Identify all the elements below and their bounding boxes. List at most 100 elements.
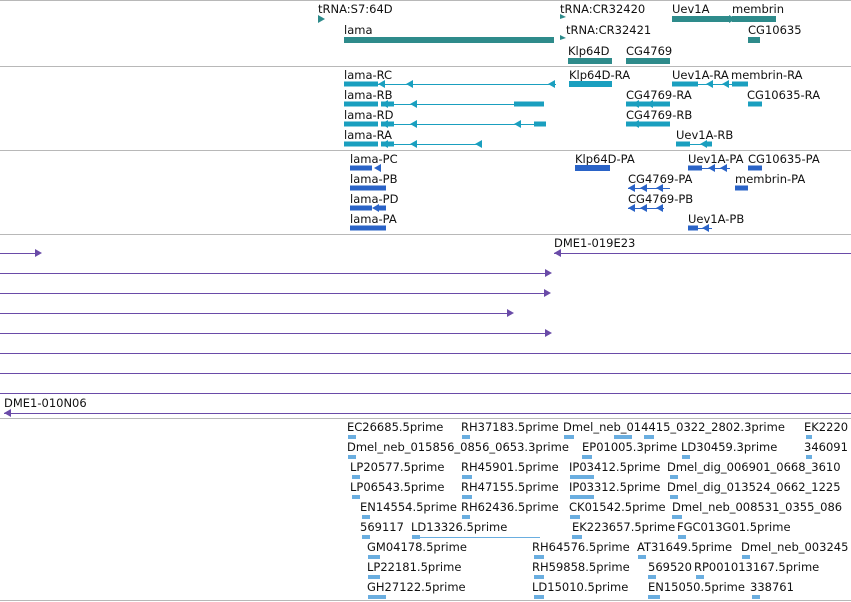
est-label[interactable]: FGC013G01.5prime (677, 520, 791, 534)
gene-glyph[interactable] (344, 37, 554, 43)
gene-glyph[interactable] (560, 35, 566, 40)
est-glyph[interactable] (352, 495, 360, 499)
transcript-glyph[interactable] (514, 120, 521, 128)
transcript-glyph[interactable] (381, 100, 388, 108)
clone-glyph[interactable] (35, 249, 42, 257)
protein-glyph[interactable] (735, 185, 748, 191)
transcript-glyph[interactable] (732, 81, 748, 87)
transcript-label[interactable]: lama-RB (344, 88, 393, 102)
est-glyph[interactable] (368, 555, 380, 559)
transcript-glyph[interactable] (676, 141, 690, 147)
protein-label[interactable]: CG4769-PB (628, 192, 694, 206)
est-glyph[interactable] (362, 515, 370, 519)
transcript-glyph[interactable] (722, 80, 729, 88)
est-label[interactable]: Dmel_neb_015856_0856_0653.3prime (347, 440, 569, 454)
protein-label[interactable]: CG10635-PA (748, 152, 820, 166)
est-label[interactable]: GH27122.5prime (367, 580, 466, 594)
clone-glyph[interactable] (545, 329, 552, 337)
est-label[interactable]: AT31649.5prime (637, 540, 733, 554)
est-glyph[interactable] (638, 555, 646, 559)
gene-glyph[interactable] (732, 16, 776, 22)
transcript-label[interactable]: CG4769-RB (626, 108, 693, 122)
est-glyph[interactable] (572, 535, 582, 539)
transcript-glyph[interactable] (378, 80, 385, 88)
est-glyph[interactable] (570, 475, 594, 479)
protein-label[interactable]: lama-PD (350, 192, 399, 206)
est-label[interactable]: Dmel_dig_013524_0662_1225 (667, 480, 841, 494)
est-label[interactable]: GM04178.5prime (367, 540, 467, 554)
transcript-glyph[interactable] (381, 140, 388, 148)
est-label[interactable]: LD15010.5prime (532, 580, 629, 594)
est-glyph[interactable] (582, 455, 592, 459)
est-glyph[interactable] (362, 535, 370, 539)
protein-glyph[interactable] (720, 164, 727, 172)
est-glyph[interactable] (462, 495, 472, 499)
est-label[interactable]: Dmel_neb_014415_0322_2802.3prime (563, 420, 785, 434)
transcript-glyph[interactable] (406, 80, 413, 88)
gene-label[interactable]: Uev1A (672, 2, 710, 16)
est-glyph[interactable] (648, 575, 656, 579)
est-label[interactable]: RH45901.5prime (461, 460, 559, 474)
est-glyph[interactable] (348, 455, 356, 459)
est-label[interactable]: EP01005.3prime (582, 440, 678, 454)
transcript-label[interactable]: lama-RD (344, 108, 394, 122)
est-glyph[interactable] (564, 435, 574, 439)
transcript-glyph[interactable] (475, 140, 482, 148)
est-label[interactable]: RP001013167.5prime (694, 560, 820, 574)
est-glyph[interactable] (352, 475, 360, 479)
protein-glyph[interactable] (350, 165, 372, 171)
est-glyph[interactable] (672, 515, 682, 519)
est-glyph[interactable] (696, 575, 704, 579)
gene-glyph[interactable] (748, 37, 760, 43)
est-label[interactable]: EK2220 (804, 420, 849, 434)
clone-label[interactable]: DME1-019E23 (554, 236, 636, 250)
gene-label[interactable]: lama (344, 23, 373, 37)
est-glyph[interactable] (670, 475, 678, 479)
est-label[interactable]: LP06543.5prime (350, 480, 445, 494)
transcript-glyph[interactable] (706, 141, 712, 147)
protein-glyph[interactable] (372, 204, 379, 212)
est-glyph[interactable] (742, 555, 750, 559)
est-glyph[interactable] (462, 435, 470, 439)
protein-label[interactable]: Uev1A-PA (688, 152, 744, 166)
est-glyph[interactable] (678, 535, 686, 539)
est-glyph[interactable] (670, 495, 678, 499)
transcript-glyph[interactable] (700, 140, 707, 148)
protein-glyph[interactable] (374, 164, 381, 172)
transcript-glyph[interactable] (706, 80, 713, 88)
est-glyph[interactable] (534, 575, 544, 579)
protein-label[interactable]: lama-PC (350, 152, 398, 166)
transcript-glyph[interactable] (626, 121, 670, 127)
est-label[interactable]: Dmel_dig_006901_0668_3610 (667, 460, 841, 474)
transcript-glyph[interactable] (569, 81, 612, 87)
protein-glyph[interactable] (350, 185, 378, 191)
est-label[interactable]: EC26685.5prime (347, 420, 444, 434)
est-label[interactable]: LP20577.5prime (350, 460, 445, 474)
est-label[interactable]: Dmel_neb_003245 (741, 540, 849, 554)
protein-glyph[interactable] (378, 225, 386, 231)
est-glyph[interactable] (570, 515, 580, 519)
protein-label[interactable]: CG4769-PA (628, 172, 693, 186)
clone-glyph[interactable] (554, 249, 561, 257)
protein-glyph[interactable] (656, 204, 663, 212)
est-glyph[interactable] (570, 495, 594, 499)
gene-glyph[interactable] (560, 14, 566, 19)
transcript-label[interactable]: CG10635-RA (747, 88, 821, 102)
est-glyph[interactable] (644, 435, 654, 439)
protein-glyph[interactable] (748, 165, 762, 171)
gene-label[interactable]: Klp64D (568, 44, 610, 58)
transcript-glyph[interactable] (548, 80, 555, 88)
gene-label[interactable]: tRNA:S7:64D (318, 2, 393, 16)
est-label[interactable]: LD30459.3prime (681, 440, 778, 454)
est-glyph[interactable] (752, 595, 760, 599)
protein-glyph[interactable] (350, 225, 378, 231)
est-label[interactable]: 569520 (648, 560, 692, 574)
est-label[interactable]: RH47155.5prime (461, 480, 559, 494)
transcript-glyph[interactable] (344, 81, 378, 87)
est-label[interactable]: RH62436.5prime (461, 500, 559, 514)
transcript-glyph[interactable] (381, 120, 388, 128)
transcript-label[interactable]: lama-RC (344, 68, 393, 82)
gene-glyph[interactable] (672, 16, 730, 22)
clone-glyph[interactable] (4, 409, 11, 417)
transcript-glyph[interactable] (514, 101, 544, 107)
